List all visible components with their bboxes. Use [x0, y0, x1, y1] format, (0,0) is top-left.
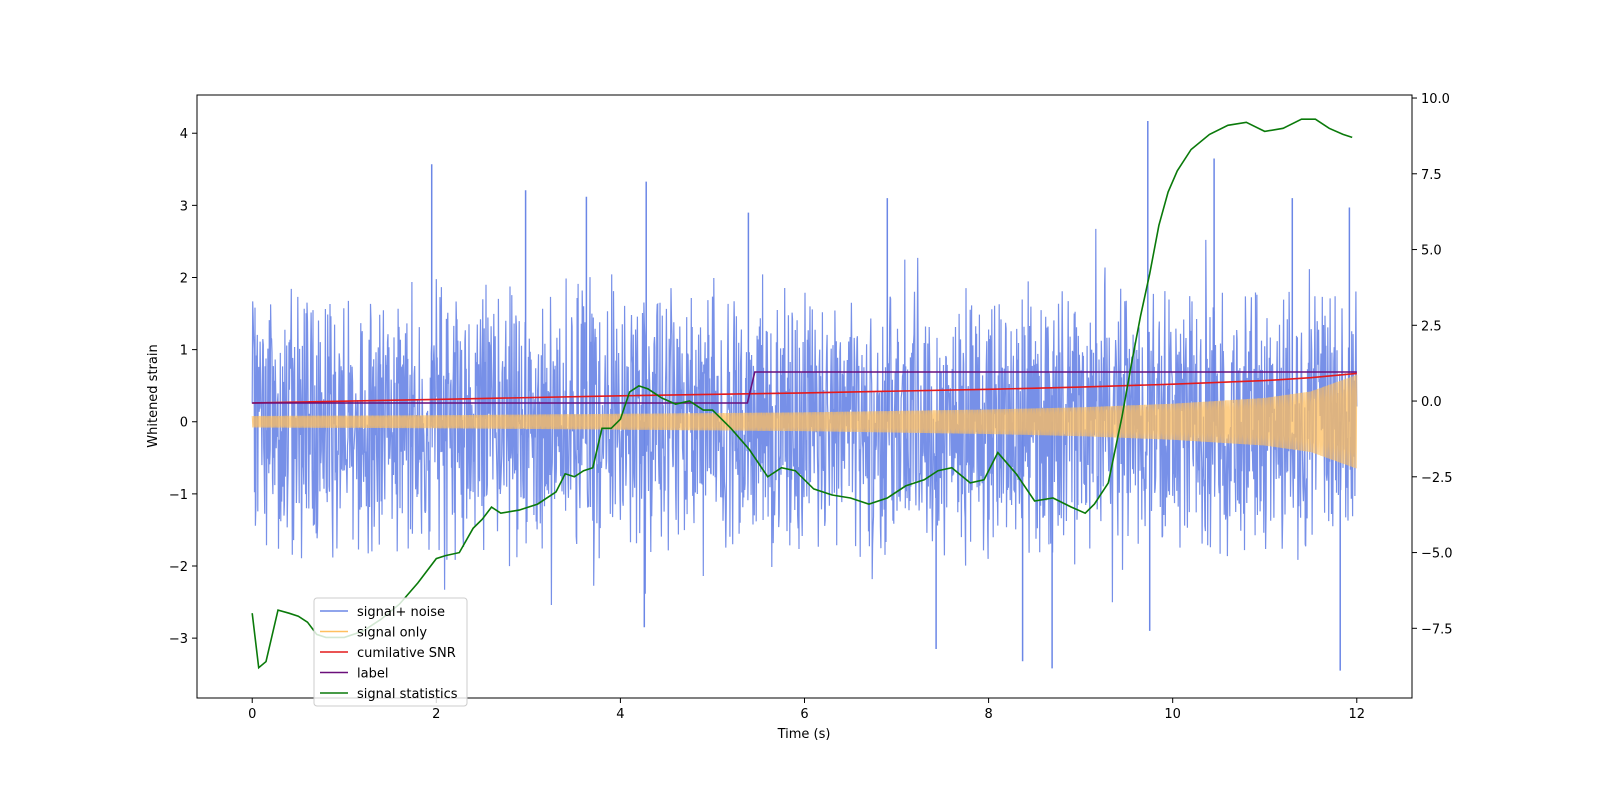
legend: signal+ noise signal only cumilative SNR la…: [313, 597, 468, 707]
y2-tick-label: 7.5: [1421, 168, 1442, 183]
legend-item-cumilative-snr: cumilative SNR: [320, 646, 456, 661]
x-tick-label: 2: [432, 707, 440, 722]
cumilative-snr-line: [252, 372, 1357, 404]
plot-series: [251, 118, 1358, 671]
x-axis-label: Time (s): [777, 727, 831, 742]
axes: 0 2 4 6 8 10 12−3−2−101234−7.5−5.0−2.50.02.55.…: [169, 92, 1453, 722]
series-cumilative-snr: [252, 372, 1357, 404]
y-tick-label: −1: [169, 488, 188, 503]
noise-spikes: [430, 121, 1351, 671]
y2-tick-label: 10.0: [1421, 92, 1450, 107]
legend-item-label: label: [320, 667, 388, 682]
legend-label: signal statistics: [357, 687, 458, 702]
legend-label: label: [357, 667, 388, 682]
x-tick-label: 0: [248, 707, 256, 722]
x-tick-label: 8: [984, 707, 992, 722]
series-signal-only: [251, 374, 1358, 469]
signal-trace: [251, 374, 1358, 469]
y-tick-label: 0: [180, 416, 188, 431]
x-tick-label: 12: [1348, 707, 1365, 722]
y2-tick-label: 2.5: [1421, 319, 1442, 334]
series-signal-noise: [251, 121, 1358, 671]
legend-label: signal only: [357, 626, 427, 641]
x-tick-label: 10: [1164, 707, 1181, 722]
y-tick-label: −3: [169, 632, 188, 647]
y-axis-label: Whitened strain: [146, 344, 161, 447]
y2-tick-label: 0.0: [1421, 395, 1442, 410]
legend-label: signal+ noise: [357, 605, 445, 620]
legend-label: cumilative SNR: [357, 646, 456, 661]
legend-item-signal-only: signal only: [320, 626, 427, 641]
label-line: [252, 371, 1357, 404]
y-tick-label: 3: [180, 199, 188, 214]
series-signal-statistics: [251, 118, 1353, 670]
y2-tick-label: 5.0: [1421, 244, 1442, 259]
y2-tick-label: −2.5: [1421, 471, 1453, 486]
y-tick-label: 1: [180, 344, 188, 359]
y2-tick-label: −5.0: [1421, 547, 1453, 562]
legend-item-signal-noise: signal+ noise: [320, 605, 445, 620]
y-tick-label: −2: [169, 560, 188, 575]
series-label: [252, 371, 1357, 404]
y-tick-label: 2: [180, 271, 188, 286]
x-tick-label: 4: [616, 707, 624, 722]
y-tick-label: 4: [180, 127, 188, 142]
noise-trace: [251, 228, 1358, 606]
signal-statistics-line: [251, 118, 1353, 670]
y2-tick-label: −7.5: [1421, 622, 1453, 637]
legend-item-signal-statistics: signal statistics: [320, 687, 458, 702]
x-tick-label: 6: [800, 707, 808, 722]
legend-box: [313, 597, 468, 707]
